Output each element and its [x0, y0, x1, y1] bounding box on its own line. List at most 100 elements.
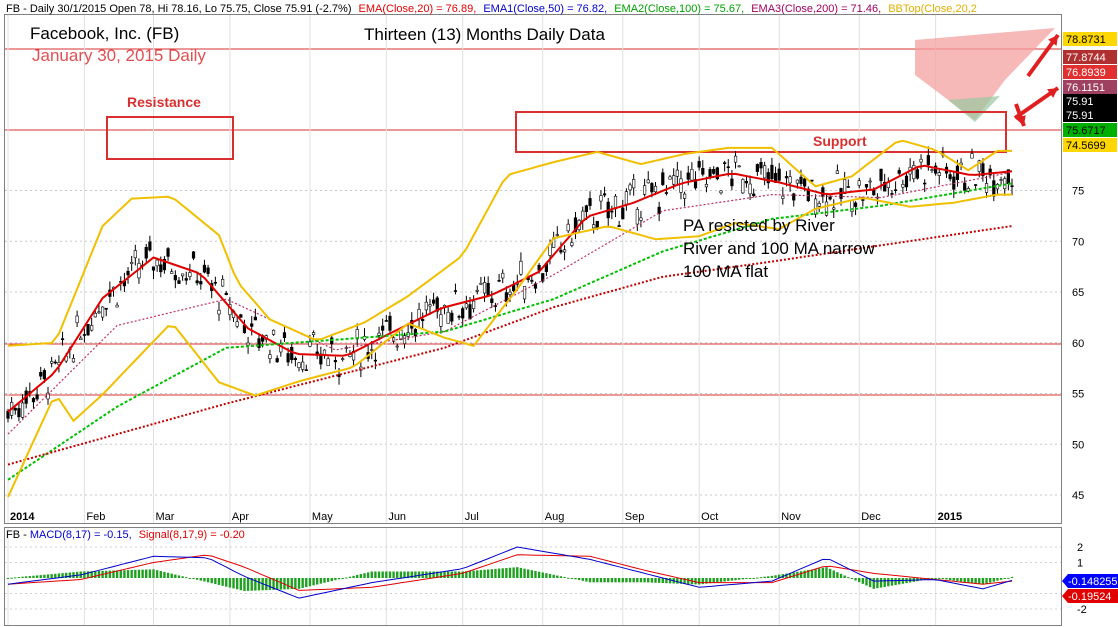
candle-body — [744, 180, 749, 184]
candle-body — [974, 184, 978, 186]
candle-body — [853, 202, 858, 207]
candle-body — [301, 361, 305, 370]
candle-body — [290, 347, 294, 360]
price-badge — [1063, 108, 1117, 122]
signal-line — [7, 554, 1013, 591]
macd-histogram-bar — [17, 577, 21, 579]
candle-body — [333, 360, 337, 363]
macd-tick-label: 1 — [1077, 558, 1083, 570]
macd-histogram-bar — [748, 578, 752, 579]
macd-histogram-bar — [596, 578, 599, 583]
candle-body — [206, 267, 210, 274]
candle-body — [919, 158, 923, 163]
macd-histogram-bar — [883, 578, 886, 587]
macd-histogram-bar — [316, 578, 319, 585]
candle-body — [20, 402, 25, 418]
macd-histogram-bar — [319, 578, 323, 584]
macd-histogram-bar — [988, 578, 992, 583]
candle-body — [897, 170, 901, 174]
candle-body — [271, 329, 276, 335]
macd-histogram-bar — [206, 578, 210, 583]
macd-histogram-bar — [225, 578, 228, 587]
axis-labels: 45 50 55 60 65 70 75 2014 Feb Mar Apr May Jun Jul Aug S… — [10, 186, 1087, 617]
x-tick-label: May — [312, 511, 333, 523]
data-range-note: Thirteen (13) Months Daily Data — [364, 25, 605, 44]
macd-histogram-bar — [130, 569, 133, 578]
macd-histogram-bar — [159, 571, 162, 578]
macd-histogram-bar — [359, 574, 363, 578]
candle-body — [832, 207, 836, 210]
macd-histogram-bar — [974, 578, 977, 584]
candle-body — [704, 183, 709, 188]
macd-histogram-bar — [68, 572, 72, 578]
candle-body — [151, 266, 156, 271]
candle-body — [828, 196, 832, 200]
candle-body — [490, 298, 494, 304]
candle-body — [166, 248, 170, 257]
ema50-line — [7, 171, 1013, 435]
candle-body — [253, 316, 257, 321]
macd-histogram-bar — [607, 578, 610, 583]
macd-histogram-bar — [967, 578, 970, 583]
macd-tick-label: 2 — [1077, 542, 1083, 554]
candle-body — [75, 315, 79, 324]
macd-histogram-bar — [701, 578, 704, 585]
macd-histogram-bar — [530, 570, 534, 578]
macd-histogram-bar — [308, 578, 312, 587]
macd-histogram-bar — [290, 578, 293, 590]
macd-histogram-bar — [858, 578, 861, 583]
candle-body — [642, 185, 647, 195]
macd-histogram-bar — [694, 578, 697, 585]
macd-histogram-bar — [195, 578, 199, 580]
macd-histogram-bar — [741, 578, 745, 580]
macd-histogram-bar — [141, 569, 144, 578]
candle-body — [759, 162, 763, 169]
candle-body — [781, 195, 785, 199]
candle-body — [570, 242, 574, 246]
macd-histogram-bar — [446, 571, 450, 578]
macd-histogram-bar — [323, 578, 326, 583]
macd-histogram-bar — [254, 578, 257, 591]
candle-body — [668, 176, 672, 180]
x-tick-label: Aug — [545, 511, 565, 523]
macd-histogram-bar — [854, 578, 857, 581]
macd-histogram-bar — [934, 578, 937, 579]
x-tick-label: Dec — [861, 511, 881, 523]
macd-histogram-bar — [185, 577, 188, 579]
analysis-note-2: River and 100 MA narrow — [683, 239, 876, 258]
candle-body — [595, 220, 599, 229]
candle-body — [130, 262, 134, 265]
candle-body — [592, 224, 596, 229]
macd-histogram-bar — [625, 578, 628, 583]
macd-histogram-bar — [570, 578, 574, 579]
candle-body — [813, 198, 818, 215]
macd-histogram-bar — [832, 570, 835, 578]
candle-body — [803, 178, 807, 187]
macd-histogram-bar — [599, 578, 603, 583]
header-ema200: EMA3(Close,200) = 71.46, — [751, 3, 881, 15]
candle-body — [275, 358, 279, 363]
candle-body — [741, 179, 745, 194]
macd-histogram-bar — [501, 568, 504, 578]
candle-body — [632, 179, 636, 189]
candle-body — [13, 407, 17, 411]
macd-histogram-bar — [603, 578, 606, 583]
macd-histogram-bar — [232, 578, 235, 589]
macd-histogram-bar — [657, 578, 661, 583]
macd-histogram-bar — [90, 571, 93, 578]
candle-body — [999, 179, 1003, 181]
arrow-down-head — [1015, 115, 1026, 126]
macd-histogram-bar — [145, 569, 148, 578]
candle-body — [977, 160, 981, 172]
macd-histogram-bar — [35, 575, 39, 578]
macd-header-macd: MACD(8,17) = -0.15, — [30, 529, 132, 541]
macd-histogram-bar — [86, 571, 90, 578]
macd-histogram-bar — [265, 578, 268, 591]
candle-body — [497, 279, 501, 282]
candle-body — [115, 304, 119, 308]
candle-body — [872, 190, 876, 196]
candle-body — [93, 312, 97, 318]
macd-histogram-bar — [727, 578, 730, 582]
candle-body — [457, 316, 461, 318]
